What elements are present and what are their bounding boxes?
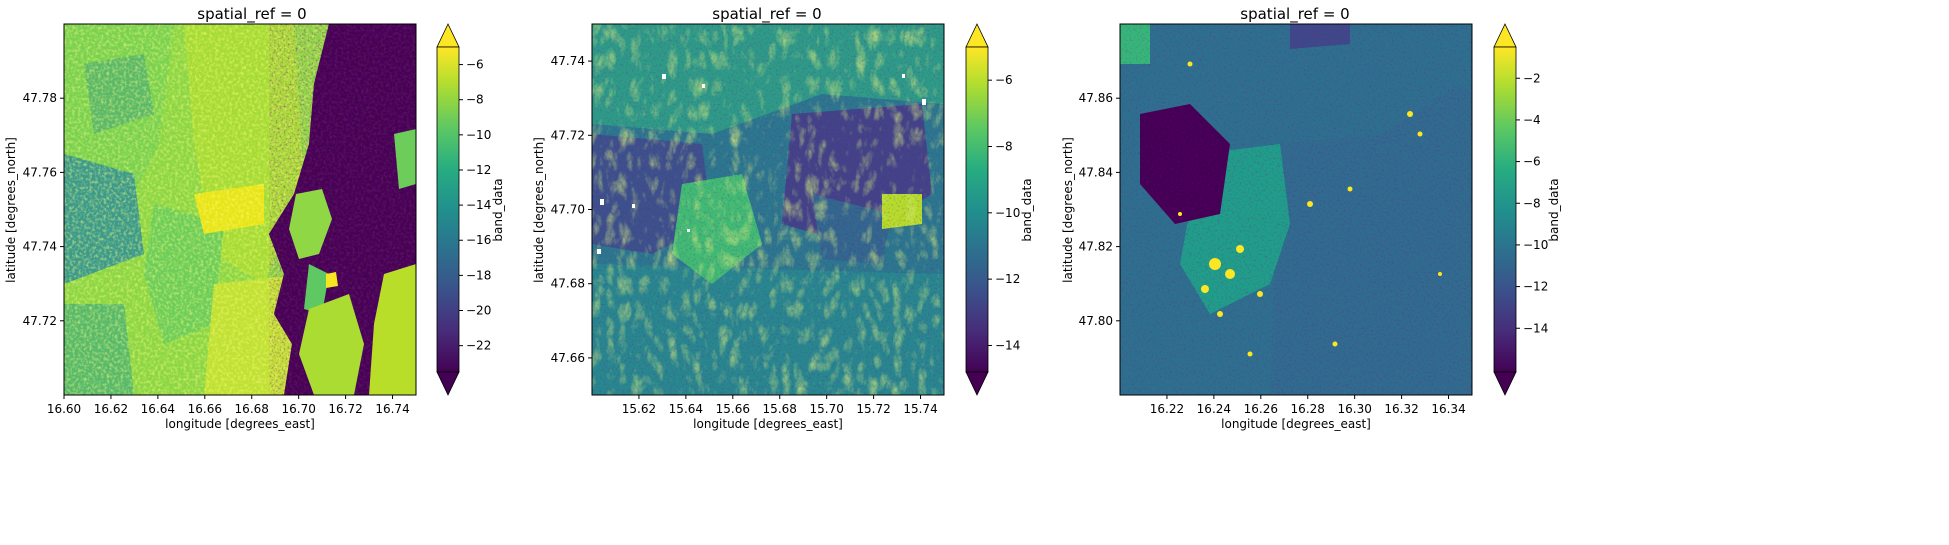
x-tick-label: 15.68 xyxy=(763,402,797,416)
x-tick-label: 16.64 xyxy=(141,402,175,416)
colorbar-tick-label: −4 xyxy=(1523,113,1541,127)
panel-2-colorbar-ticks: −6 −8 −10 −12 −14 xyxy=(988,73,1020,352)
panel-3-colorbar-ticks: −2 −4 −6 −8 −10 −12 −14 xyxy=(1516,71,1548,335)
colorbar-tick-label: −12 xyxy=(466,163,491,177)
colorbar-tick-label: −8 xyxy=(995,139,1013,153)
x-tick-label: 16.22 xyxy=(1150,402,1184,416)
x-tick-label: 16.62 xyxy=(94,402,128,416)
y-tick-label: 47.74 xyxy=(551,54,585,68)
colorbar-tick-label: −12 xyxy=(995,272,1020,286)
x-tick-label: 16.66 xyxy=(188,402,222,416)
y-tick-label: 47.76 xyxy=(23,165,57,179)
panel-1-colorbar: −6 −8 −10 −12 −14 −16 −18 −20 −22 band_data xyxy=(436,23,505,396)
panel-3-colorbar-label: band_data xyxy=(1547,178,1561,241)
colorbar-tick-label: −18 xyxy=(466,268,491,282)
colorbar-tick-label: −14 xyxy=(466,198,491,212)
colorbar-tick-label: −6 xyxy=(466,58,484,72)
panel-1-colorbar-top-extend xyxy=(436,23,460,48)
y-tick-label: 47.72 xyxy=(551,128,585,142)
y-tick-label: 47.74 xyxy=(23,240,57,254)
panel-2-colorbar: −6 −8 −10 −12 −14 band_data xyxy=(965,23,1034,396)
panel-3-title: spatial_ref = 0 xyxy=(1240,5,1349,24)
y-tick-label: 47.70 xyxy=(551,203,585,217)
panel-1-raster xyxy=(64,24,416,395)
x-tick-label: 15.72 xyxy=(856,402,890,416)
x-tick-label: 16.24 xyxy=(1197,402,1231,416)
panel-1-axes-frame xyxy=(63,23,417,396)
panel-2-ylabel: latitude [degrees_north] xyxy=(532,137,546,283)
panel-2-colorbar-bottom-extend xyxy=(965,371,989,396)
x-tick-label: 16.26 xyxy=(1244,402,1278,416)
panel-1: spatial_ref = 0 16.60 16.62 16.64 1 xyxy=(4,5,505,431)
x-tick-label: 16.68 xyxy=(235,402,269,416)
panel-3-x-ticks: 16.22 16.24 16.26 16.28 16.30 16.32 16.34 xyxy=(1150,395,1466,416)
x-tick-label: 15.70 xyxy=(809,402,843,416)
colorbar-tick-label: −16 xyxy=(466,233,491,247)
panel-3-ylabel: latitude [degrees_north] xyxy=(1061,137,1075,283)
panel-3: spatial_ref = 0 16.22 16.24 16.26 16.28 16.3… xyxy=(1061,5,1561,431)
x-tick-label: 16.60 xyxy=(47,402,81,416)
panel-1-title: spatial_ref = 0 xyxy=(197,5,306,24)
panel-3-raster xyxy=(1120,24,1472,395)
x-tick-label: 15.74 xyxy=(903,402,937,416)
panel-1-colorbar-gradient xyxy=(436,46,460,373)
colorbar-tick-label: −20 xyxy=(466,304,491,318)
panel-3-colorbar: −2 −4 −6 −8 −10 −12 −14 band_data xyxy=(1493,23,1561,396)
panel-1-y-ticks: 47.72 47.74 47.76 47.78 xyxy=(23,91,64,328)
panel-3-xlabel: longitude [degrees_east] xyxy=(1221,417,1371,431)
x-tick-label: 16.28 xyxy=(1291,402,1325,416)
colorbar-tick-label: −8 xyxy=(1523,196,1541,210)
y-tick-label: 47.72 xyxy=(23,314,57,328)
panel-1-colorbar-label: band_data xyxy=(491,178,505,241)
colorbar-tick-label: −14 xyxy=(1523,321,1548,335)
panel-2: spatial_ref = 0 15.62 15.64 15.66 15.68 15.7… xyxy=(532,5,1034,431)
y-tick-label: 47.80 xyxy=(1079,314,1113,328)
panel-2-title: spatial_ref = 0 xyxy=(712,5,821,24)
panel-1-xlabel: longitude [degrees_east] xyxy=(165,417,315,431)
y-tick-label: 47.66 xyxy=(551,351,585,365)
x-tick-label: 15.66 xyxy=(716,402,750,416)
colorbar-tick-label: −14 xyxy=(995,338,1020,352)
panel-3-axes-frame xyxy=(1119,23,1473,396)
panel-3-colorbar-bottom-extend xyxy=(1493,371,1517,396)
panel-2-colorbar-gradient xyxy=(965,46,989,373)
panel-3-colorbar-top-extend xyxy=(1493,23,1517,48)
panel-3-colorbar-gradient xyxy=(1493,46,1517,373)
panel-3-y-ticks: 47.80 47.82 47.84 47.86 xyxy=(1079,91,1120,328)
x-tick-label: 16.34 xyxy=(1431,402,1465,416)
y-tick-label: 47.84 xyxy=(1079,165,1113,179)
colorbar-tick-label: −10 xyxy=(1523,238,1548,252)
y-tick-label: 47.68 xyxy=(551,277,585,291)
panel-2-raster xyxy=(592,24,944,395)
panel-1-x-ticks: 16.60 16.62 16.64 16.66 16.68 16.70 16.72 16.74 xyxy=(47,395,410,416)
x-tick-label: 15.62 xyxy=(622,402,656,416)
panel-2-x-ticks: 15.62 15.64 15.66 15.68 15.70 15.72 15.74 xyxy=(622,395,938,416)
panel-1-colorbar-bottom-extend xyxy=(436,371,460,396)
colorbar-tick-label: −6 xyxy=(1523,155,1541,169)
panel-2-xlabel: longitude [degrees_east] xyxy=(693,417,843,431)
x-tick-label: 16.70 xyxy=(281,402,315,416)
colorbar-tick-label: −10 xyxy=(466,128,491,142)
panel-2-y-ticks: 47.66 47.68 47.70 47.72 47.74 xyxy=(551,54,592,365)
y-tick-label: 47.78 xyxy=(23,91,57,105)
x-tick-label: 15.64 xyxy=(669,402,703,416)
panel-2-colorbar-label: band_data xyxy=(1020,178,1034,241)
y-tick-label: 47.82 xyxy=(1079,240,1113,254)
panel-1-colorbar-ticks: −6 −8 −10 −12 −14 −16 −18 −20 −22 xyxy=(459,58,491,353)
colorbar-tick-label: −22 xyxy=(466,339,491,353)
colorbar-tick-label: −12 xyxy=(1523,280,1548,294)
colorbar-tick-label: −8 xyxy=(466,93,484,107)
colorbar-tick-label: −2 xyxy=(1523,71,1541,85)
panel-1-ylabel: latitude [degrees_north] xyxy=(4,137,18,283)
y-tick-label: 47.86 xyxy=(1079,91,1113,105)
colorbar-tick-label: −10 xyxy=(995,206,1020,220)
x-tick-label: 16.72 xyxy=(328,402,362,416)
x-tick-label: 16.32 xyxy=(1384,402,1418,416)
colorbar-tick-label: −6 xyxy=(995,73,1013,87)
x-tick-label: 16.74 xyxy=(375,402,409,416)
x-tick-label: 16.30 xyxy=(1337,402,1371,416)
panel-2-colorbar-top-extend xyxy=(965,23,989,48)
